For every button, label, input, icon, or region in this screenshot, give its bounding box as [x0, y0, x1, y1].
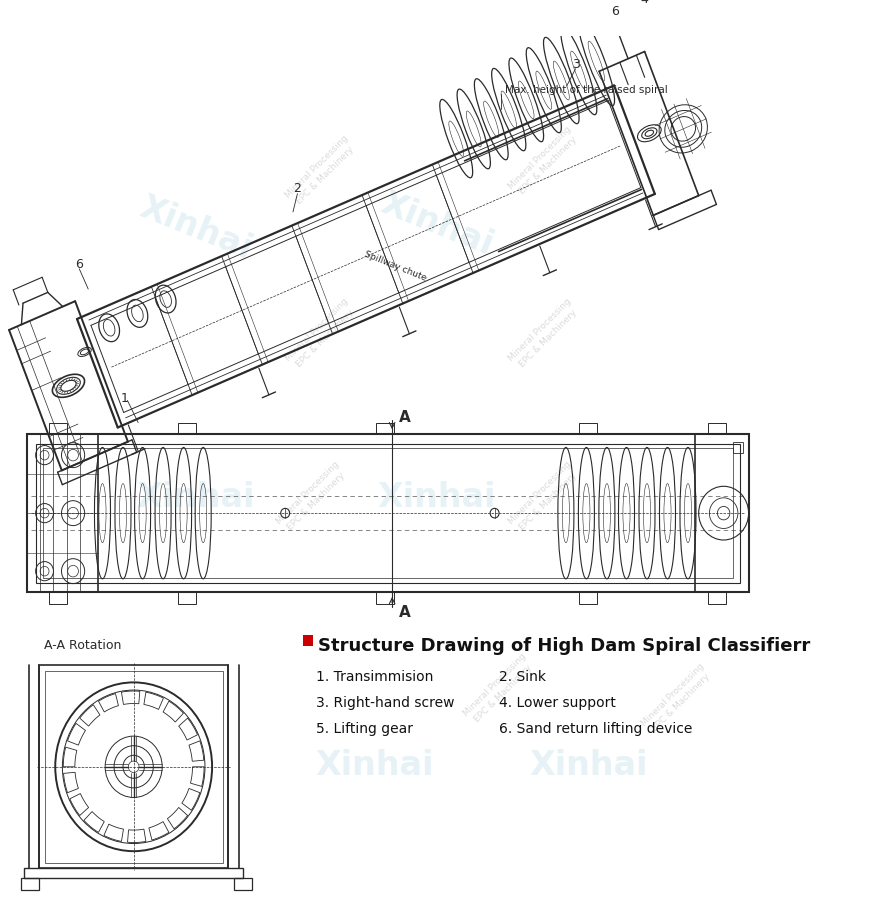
Text: Mineral Processing
EPC & Machinery: Mineral Processing EPC & Machinery	[640, 660, 713, 735]
Text: Xinhai: Xinhai	[377, 481, 495, 513]
Text: A-A Rotation: A-A Rotation	[43, 638, 121, 651]
Text: 1: 1	[121, 391, 129, 405]
Text: 4. Lower support: 4. Lower support	[499, 695, 615, 709]
Text: 2: 2	[293, 182, 301, 195]
Text: Xinhai: Xinhai	[136, 481, 255, 513]
Text: Mineral Processing
EPC & Machinery: Mineral Processing EPC & Machinery	[283, 133, 358, 208]
Text: 6: 6	[76, 257, 83, 271]
Bar	[732, 442, 742, 454]
Text: Mineral Processing
EPC & Machinery: Mineral Processing EPC & Machinery	[275, 459, 348, 534]
Bar	[49, 593, 67, 604]
Text: A: A	[399, 604, 410, 620]
Bar	[579, 423, 596, 435]
Text: Xinhai: Xinhai	[528, 749, 647, 781]
Text: 3. Right-hand screw: 3. Right-hand screw	[316, 695, 454, 709]
Text: 2. Sink: 2. Sink	[499, 669, 546, 683]
Text: 4: 4	[640, 0, 647, 5]
Bar	[707, 423, 726, 435]
Text: A: A	[399, 410, 410, 425]
Text: Xinhai: Xinhai	[315, 749, 433, 781]
Bar	[49, 423, 67, 435]
Text: Mineral Processing
EPC & Machinery: Mineral Processing EPC & Machinery	[506, 297, 580, 372]
Text: Mineral Processing
EPC & Machinery: Mineral Processing EPC & Machinery	[506, 459, 580, 534]
Text: Spillway chute: Spillway chute	[363, 249, 428, 282]
Bar	[375, 593, 394, 604]
Bar	[234, 878, 252, 889]
Bar	[178, 593, 196, 604]
Text: 3: 3	[571, 58, 579, 70]
Bar	[44, 671, 222, 862]
Text: Structure Drawing of High Dam Spiral Classifierr: Structure Drawing of High Dam Spiral Cla…	[318, 637, 809, 655]
Text: Xinhai: Xinhai	[135, 191, 257, 266]
Text: Mineral Processing
EPC & Machinery: Mineral Processing EPC & Machinery	[506, 124, 580, 198]
Bar	[27, 435, 747, 593]
Bar	[39, 666, 228, 869]
Bar	[178, 423, 196, 435]
Bar	[694, 435, 747, 593]
Text: 1. Transimmision: 1. Transimmision	[316, 669, 434, 683]
Text: 6. Sand return lifting device: 6. Sand return lifting device	[499, 721, 692, 735]
Bar	[43, 449, 732, 578]
Text: Mineral Processing
EPC & Machinery: Mineral Processing EPC & Machinery	[283, 297, 358, 372]
Bar	[22, 878, 39, 889]
Bar	[36, 444, 739, 583]
Text: Xinhai: Xinhai	[375, 187, 497, 262]
Text: 6: 6	[610, 5, 618, 18]
Bar	[707, 593, 726, 604]
Bar	[27, 435, 98, 593]
Text: Max. height of the raised spiral: Max. height of the raised spiral	[505, 86, 667, 96]
Bar	[375, 423, 394, 435]
Bar	[302, 636, 313, 646]
Bar	[579, 593, 596, 604]
Text: Mineral Processing
EPC & Machinery: Mineral Processing EPC & Machinery	[461, 651, 536, 726]
Bar	[24, 869, 243, 878]
Text: 5. Lifting gear: 5. Lifting gear	[316, 721, 413, 735]
